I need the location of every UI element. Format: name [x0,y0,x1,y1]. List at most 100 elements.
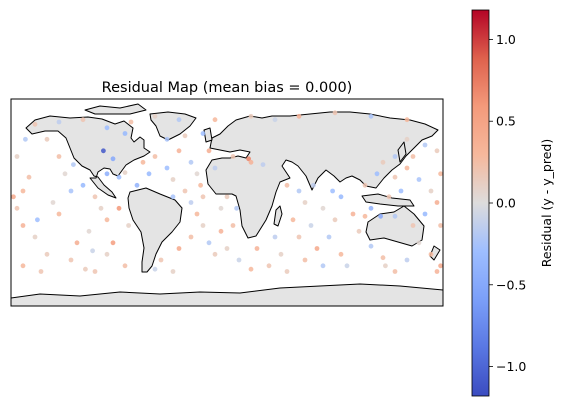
residual-point-3 [71,162,76,168]
north-america-landmass [25,115,151,199]
residual-point-41 [176,246,182,251]
residual-point-113 [404,257,410,263]
residual-point-25 [90,248,95,254]
residual-point-26 [83,266,88,272]
residual-point-40 [188,234,194,240]
residual-point-106 [416,177,422,182]
colorbar-gradient [471,9,490,397]
residual-point-145 [170,194,176,200]
residual-point-136 [383,263,388,269]
residual-point-46 [164,136,170,142]
colorbar-tick-label-2: 0.0 [496,196,516,211]
residual-point-96 [272,234,278,240]
residual-point-122 [438,171,443,177]
residual-point-30 [152,154,158,159]
colorbar-tick-label-4: −1.0 [496,359,526,374]
residual-point-52 [158,257,164,263]
residual-point-56 [230,223,236,228]
residual-point-58 [236,257,242,263]
residual-point-38 [194,211,200,217]
residual-point-97 [266,263,272,269]
residual-point-79 [246,156,252,162]
residual-point-48 [200,131,206,136]
residual-point-87 [308,223,314,228]
residual-point-118 [368,205,374,211]
residual-point-119 [386,194,392,200]
southeast-asia-islands [361,193,415,207]
residual-point-128 [438,263,443,269]
residual-point-61 [122,170,128,176]
residual-point-32 [170,177,176,182]
residual-point-84 [296,188,302,194]
residual-point-78 [110,156,116,162]
map-frame [10,98,444,307]
residual-point-110 [410,223,416,228]
madagascar-landmass [273,205,283,227]
residual-point-63 [104,125,110,131]
colorbar-tick-label-1: 0.5 [496,114,516,129]
residual-point-93 [330,188,335,194]
residual-point-86 [290,217,296,223]
residual-point-120 [398,188,404,194]
residual-point-57 [224,246,230,251]
residual-point-28 [116,205,122,211]
residual-point-141 [92,269,98,274]
residual-point-9 [74,240,80,246]
scatter-points [11,110,443,274]
greenland-landmass [149,111,197,141]
residual-point-95 [278,251,284,257]
arctic-islands [84,103,147,115]
map-axes [10,98,444,307]
residual-point-107 [428,188,434,194]
residual-point-31 [164,165,170,171]
residual-point-20 [110,240,116,246]
residual-point-108 [434,200,440,205]
residual-point-75 [32,121,38,127]
japan-landmass [397,141,407,163]
residual-point-123 [434,148,440,154]
residual-point-81 [230,154,236,159]
residual-point-69 [272,117,278,123]
residual-point-99 [344,263,350,269]
residual-point-60 [116,174,122,180]
residual-point-13 [20,223,26,228]
residual-point-125 [404,136,410,142]
residual-point-80 [248,159,254,165]
residual-point-65 [152,113,158,119]
residual-point-42 [206,240,212,246]
residual-point-4 [80,182,86,188]
residual-point-10 [68,257,74,263]
residual-point-24 [35,217,40,223]
residual-point-74 [122,131,128,136]
colorbar-ticks: 1.0 0.5 0.0 −0.5 −1.0 [489,32,526,374]
residual-point-112 [428,251,434,257]
residual-point-5 [92,194,98,200]
residual-point-90 [326,234,332,240]
residual-point-144 [23,136,28,142]
residual-point-22 [68,188,74,194]
residual-point-147 [224,194,230,200]
residual-point-77 [101,148,106,154]
residual-point-137 [320,263,326,269]
residual-point-82 [260,162,266,168]
residual-point-18 [38,269,44,274]
residual-point-14 [14,205,20,211]
residual-point-89 [314,246,320,251]
colorbar: 1.0 0.5 0.0 −0.5 −1.0 Residual (y - y_pred) [471,9,554,397]
colorbar-label: Residual (y - y_pred) [539,139,554,267]
residual-point-104 [392,154,398,159]
residual-point-94 [302,257,308,263]
great-britain-landmass [203,127,213,143]
residual-point-68 [248,113,254,119]
antarctica-landmass [11,283,443,306]
residual-point-2 [62,171,68,177]
residual-point-47 [182,133,188,139]
residual-point-132 [338,194,344,200]
residual-point-44 [218,205,224,211]
residual-point-117 [350,211,356,217]
residual-point-16 [26,174,32,180]
residual-point-15 [20,188,26,194]
residual-point-109 [422,211,428,217]
residual-point-143 [14,154,20,159]
